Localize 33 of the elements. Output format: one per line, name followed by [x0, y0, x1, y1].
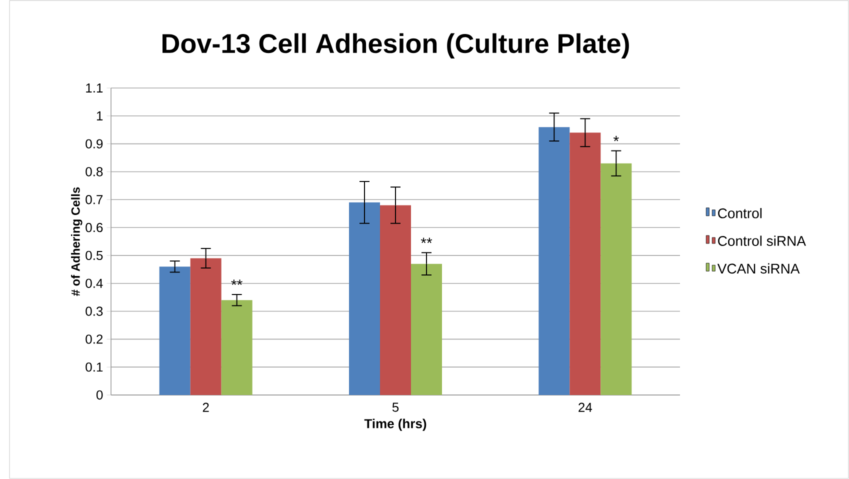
chart-title: Dov-13 Cell Adhesion (Culture Plate) [162, 33, 629, 58]
annotation: * [613, 136, 619, 142]
y-tick-label: 0.2 [86, 334, 103, 344]
y-tick-label: 1.1 [86, 84, 103, 92]
bar [159, 266, 190, 395]
bar [570, 132, 601, 395]
y-tick-label: 0.8 [86, 167, 103, 176]
y-tick-label: 0.6 [86, 222, 103, 232]
y-tick-label: 0 [96, 390, 103, 400]
y-tick-label: 0.9 [86, 139, 103, 148]
bar [380, 205, 412, 395]
legend-label: Control [718, 208, 762, 218]
bar [190, 258, 222, 395]
y-tick-label: 1 [96, 111, 103, 120]
x-tick-label: 24 [578, 402, 592, 412]
bar [411, 264, 442, 395]
bar [221, 300, 252, 395]
x-axis-title: Time (hrs) [364, 418, 426, 431]
annotation: ** [231, 280, 242, 285]
bar [600, 163, 632, 395]
legend-label: Control siRNA [718, 236, 806, 246]
annotation: ** [420, 238, 432, 244]
x-tick-label: 5 [392, 402, 399, 412]
y-tick-label: 0.4 [86, 278, 103, 288]
legend-label: VCAN siRNA [717, 263, 800, 274]
y-tick-label: 0.7 [86, 195, 103, 204]
x-tick-label: 2 [202, 402, 209, 412]
y-tick-label: 0.5 [86, 250, 103, 260]
y-axis-title: # of Adhering Cells [71, 187, 82, 296]
bar [349, 202, 380, 395]
bar [538, 127, 570, 395]
y-tick-label: 0.3 [86, 306, 103, 316]
y-tick-label: 0.1 [86, 362, 103, 372]
